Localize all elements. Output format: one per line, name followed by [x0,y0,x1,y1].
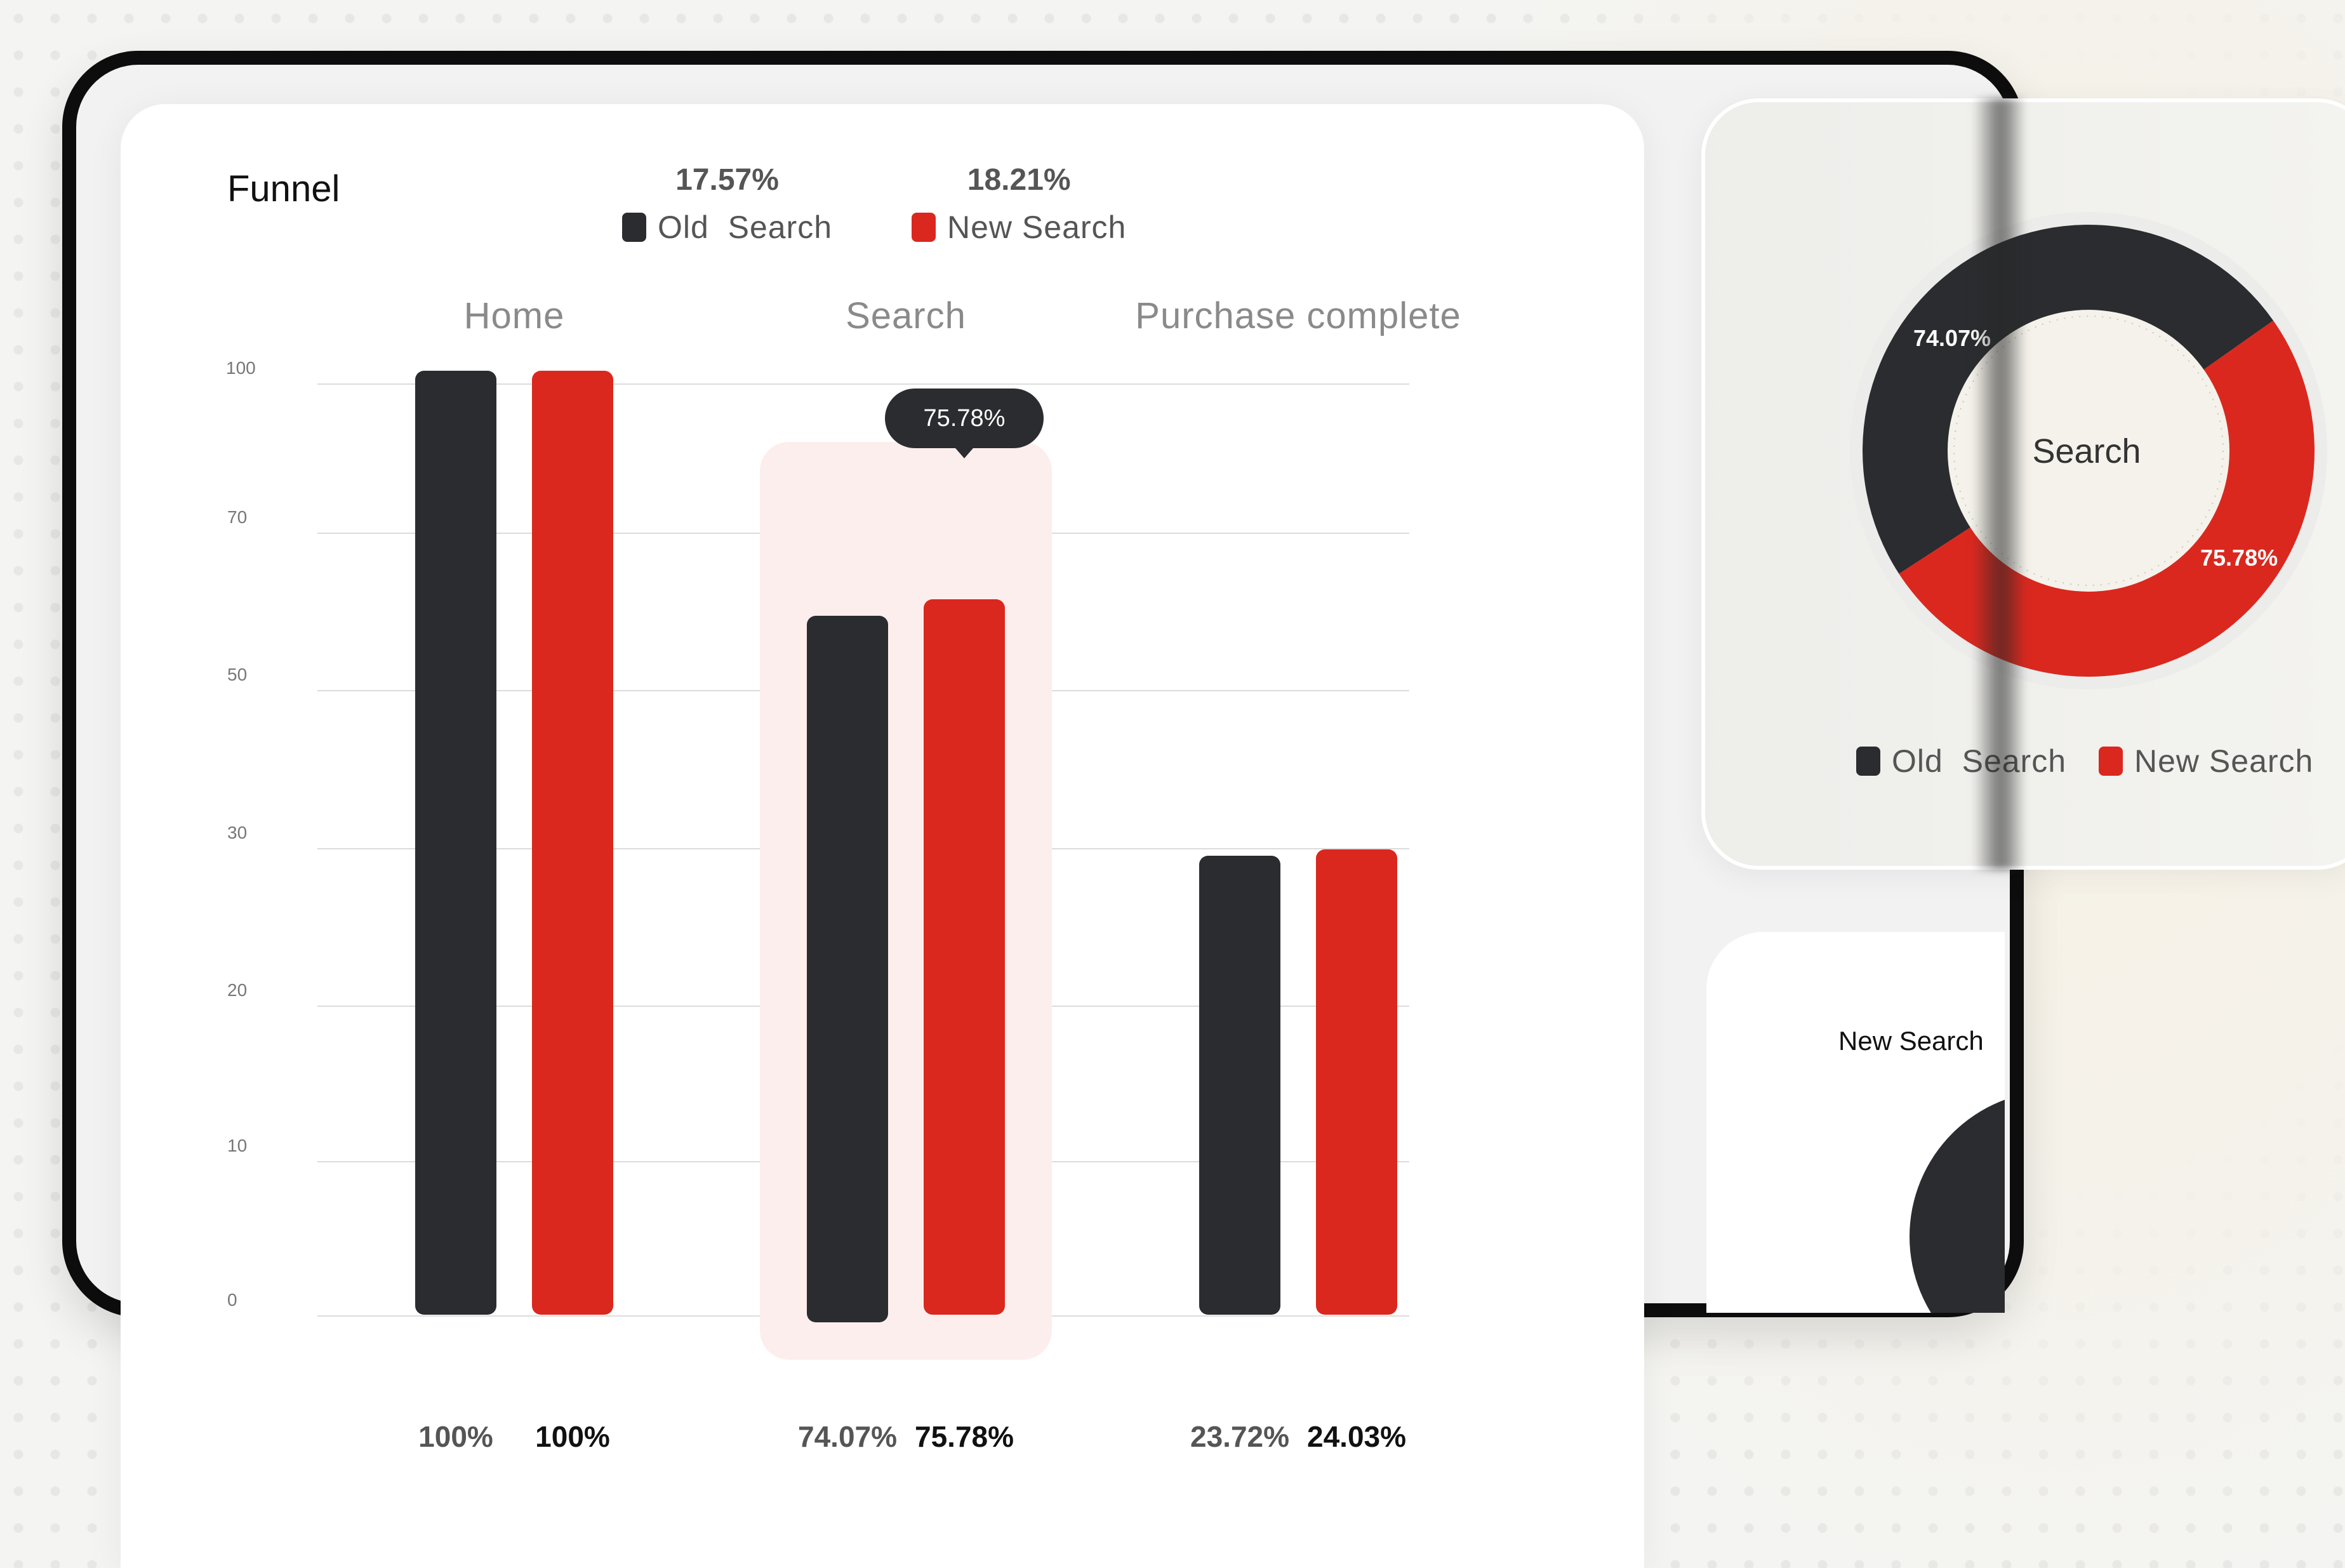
bar-old-search-purchase-complete[interactable] [1199,855,1280,1315]
lower-card-title: New Search [1838,1026,1984,1056]
donut-legend-new: New Search [2099,743,2313,780]
bar-value-label: 74.07% [797,1420,898,1453]
tooltip-arrow [955,448,973,458]
funnel-card: Funnel 17.57% Old Search 18.21% New Sear… [121,104,1644,1568]
bar-value-label: 100% [418,1420,493,1453]
donut-legend-old: Old Search [1856,743,2066,780]
y-tick-label: 20 [227,980,248,1000]
category-label: Purchase complete [1135,295,1461,336]
y-tick-label: 100 [226,358,256,378]
lower-card-donut-fragment [1910,1091,2005,1313]
bar-old-search-home[interactable] [415,371,496,1315]
bar-tooltip: 75.78% [885,389,1044,448]
legend-new-swatch [912,213,936,242]
category-label: Home [463,295,565,336]
y-tick-label: 70 [227,507,248,527]
donut-center-label: Search [2032,432,2141,470]
legend-new-search: 18.21% New Search [912,163,1126,246]
category-label: Search [846,295,966,336]
bar-old-search-search[interactable] [807,615,888,1322]
bar-new-search-search[interactable] [924,599,1005,1315]
y-tick-label: 0 [227,1290,237,1310]
y-tick-label: 50 [227,665,248,684]
bar-new-search-home[interactable] [532,371,613,1315]
bar-new-search-purchase-complete[interactable] [1316,849,1397,1315]
new-search-card: New Search [1706,932,2005,1313]
donut-dotted-ring [1953,316,2224,586]
bar-value-label: 23.72% [1190,1420,1290,1453]
donut-legend-new-swatch [2099,747,2123,776]
legend-new-label: New Search [947,209,1127,245]
bar-value-label: 100% [535,1420,610,1453]
donut-new-pct: 75.78% [2200,545,2278,571]
y-tick-label: 10 [227,1136,248,1155]
funnel-title: Funnel [227,168,340,209]
legend-old-label: Old Search [658,209,833,245]
highlight-search-category [760,442,1052,1360]
bar-value-label: 75.78% [914,1420,1014,1453]
legend-new-pct: 18.21% [967,163,1071,197]
legend-old-search: 17.57% Old Search [622,163,832,246]
donut-legend-new-label: New Search [2134,743,2314,779]
tablet-bezel-reflection [1973,98,2026,870]
donut-legend-old-swatch [1856,747,1880,776]
legend-old-swatch [622,213,646,242]
legend-old-pct: 17.57% [675,163,779,197]
gridline [317,383,1409,385]
y-tick-label: 30 [227,823,248,842]
bar-value-label: 24.03% [1306,1420,1407,1453]
